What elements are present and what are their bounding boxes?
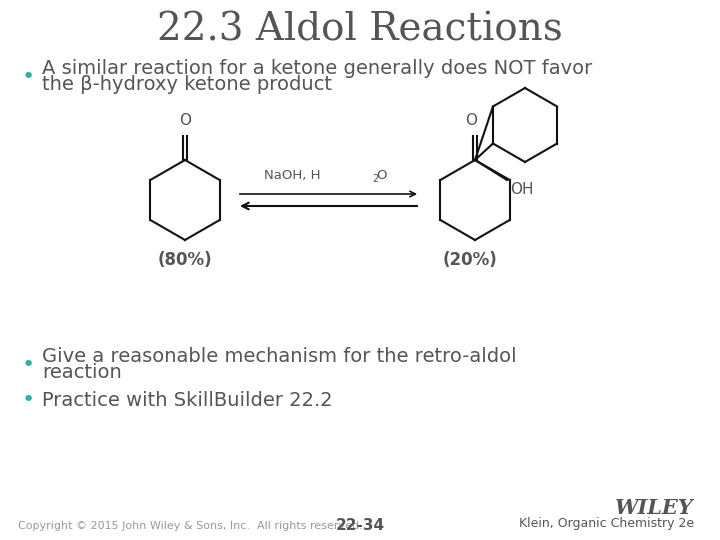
Text: 22-34: 22-34 xyxy=(336,518,384,534)
Text: 22.3 Aldol Reactions: 22.3 Aldol Reactions xyxy=(157,11,563,49)
Text: •: • xyxy=(22,355,35,375)
Text: •: • xyxy=(22,390,35,410)
Text: O: O xyxy=(179,113,191,128)
Text: Practice with SkillBuilder 22.2: Practice with SkillBuilder 22.2 xyxy=(42,390,333,409)
Text: A similar reaction for a ketone generally does NOT favor: A similar reaction for a ketone generall… xyxy=(42,59,593,78)
Text: 2: 2 xyxy=(372,174,379,184)
Text: Klein, Organic Chemistry 2e: Klein, Organic Chemistry 2e xyxy=(519,517,694,530)
Text: (80%): (80%) xyxy=(158,251,212,269)
Text: reaction: reaction xyxy=(42,363,122,382)
Text: the β-hydroxy ketone product: the β-hydroxy ketone product xyxy=(42,76,332,94)
Text: O: O xyxy=(465,113,477,128)
Text: Copyright © 2015 John Wiley & Sons, Inc.  All rights reserved.: Copyright © 2015 John Wiley & Sons, Inc.… xyxy=(18,521,363,531)
Text: OH: OH xyxy=(510,182,534,197)
Text: Give a reasonable mechanism for the retro-aldol: Give a reasonable mechanism for the retr… xyxy=(42,348,517,367)
Text: O: O xyxy=(377,169,387,182)
Text: •: • xyxy=(22,67,35,87)
Text: NaOH, H: NaOH, H xyxy=(264,169,320,182)
Text: (20%): (20%) xyxy=(443,251,498,269)
Text: WILEY: WILEY xyxy=(616,498,694,518)
